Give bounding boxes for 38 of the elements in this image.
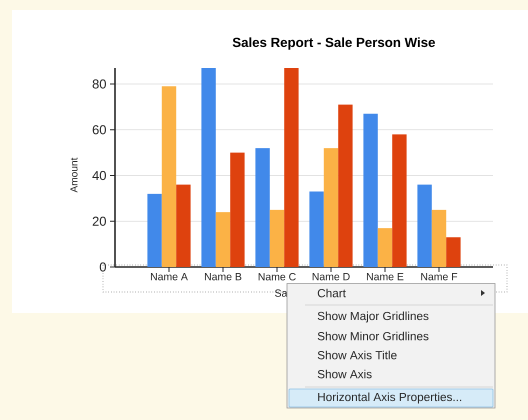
x-tick-label: Name C bbox=[258, 273, 296, 280]
text: Show Axis bbox=[318, 370, 372, 378]
bar bbox=[363, 114, 378, 268]
bar bbox=[432, 210, 446, 268]
bar bbox=[309, 192, 324, 268]
bar bbox=[392, 134, 407, 268]
x-axis-title: Sa bbox=[275, 289, 288, 297]
bar bbox=[417, 184, 432, 268]
x-tick-label: Name B bbox=[204, 273, 242, 280]
bar bbox=[446, 237, 461, 268]
y-tick-label: 20 bbox=[92, 216, 106, 226]
bar bbox=[284, 68, 299, 268]
y-tick-label: 80 bbox=[92, 79, 106, 89]
y-axis-title: Amount bbox=[70, 158, 78, 193]
text: Show Minor Gridlines bbox=[318, 332, 428, 340]
y-tick-label: 40 bbox=[92, 170, 106, 180]
bar bbox=[324, 148, 338, 268]
bar bbox=[255, 148, 270, 268]
bar bbox=[270, 210, 284, 268]
x-tick-label: Name F bbox=[421, 273, 458, 280]
x-tick-label: Name D bbox=[312, 273, 350, 280]
bar bbox=[338, 104, 353, 268]
bar bbox=[378, 228, 392, 268]
text: Show Major Gridlines bbox=[318, 312, 428, 322]
bar bbox=[162, 86, 176, 268]
bar bbox=[216, 212, 230, 268]
bar bbox=[230, 152, 245, 268]
text: Chart bbox=[318, 288, 346, 298]
bar bbox=[176, 184, 191, 268]
chart-title: Sales Report - Sale Person Wise bbox=[232, 37, 435, 50]
bar bbox=[147, 194, 162, 268]
text: Show Axis Title bbox=[318, 350, 397, 360]
text: Horizontal Axis Properties... bbox=[318, 392, 462, 404]
x-tick-label: Name E bbox=[366, 273, 404, 280]
x-tick-label: Name A bbox=[150, 273, 188, 280]
y-tick-label: 0 bbox=[100, 262, 106, 272]
bar bbox=[201, 68, 216, 268]
y-tick-label: 60 bbox=[92, 125, 106, 134]
